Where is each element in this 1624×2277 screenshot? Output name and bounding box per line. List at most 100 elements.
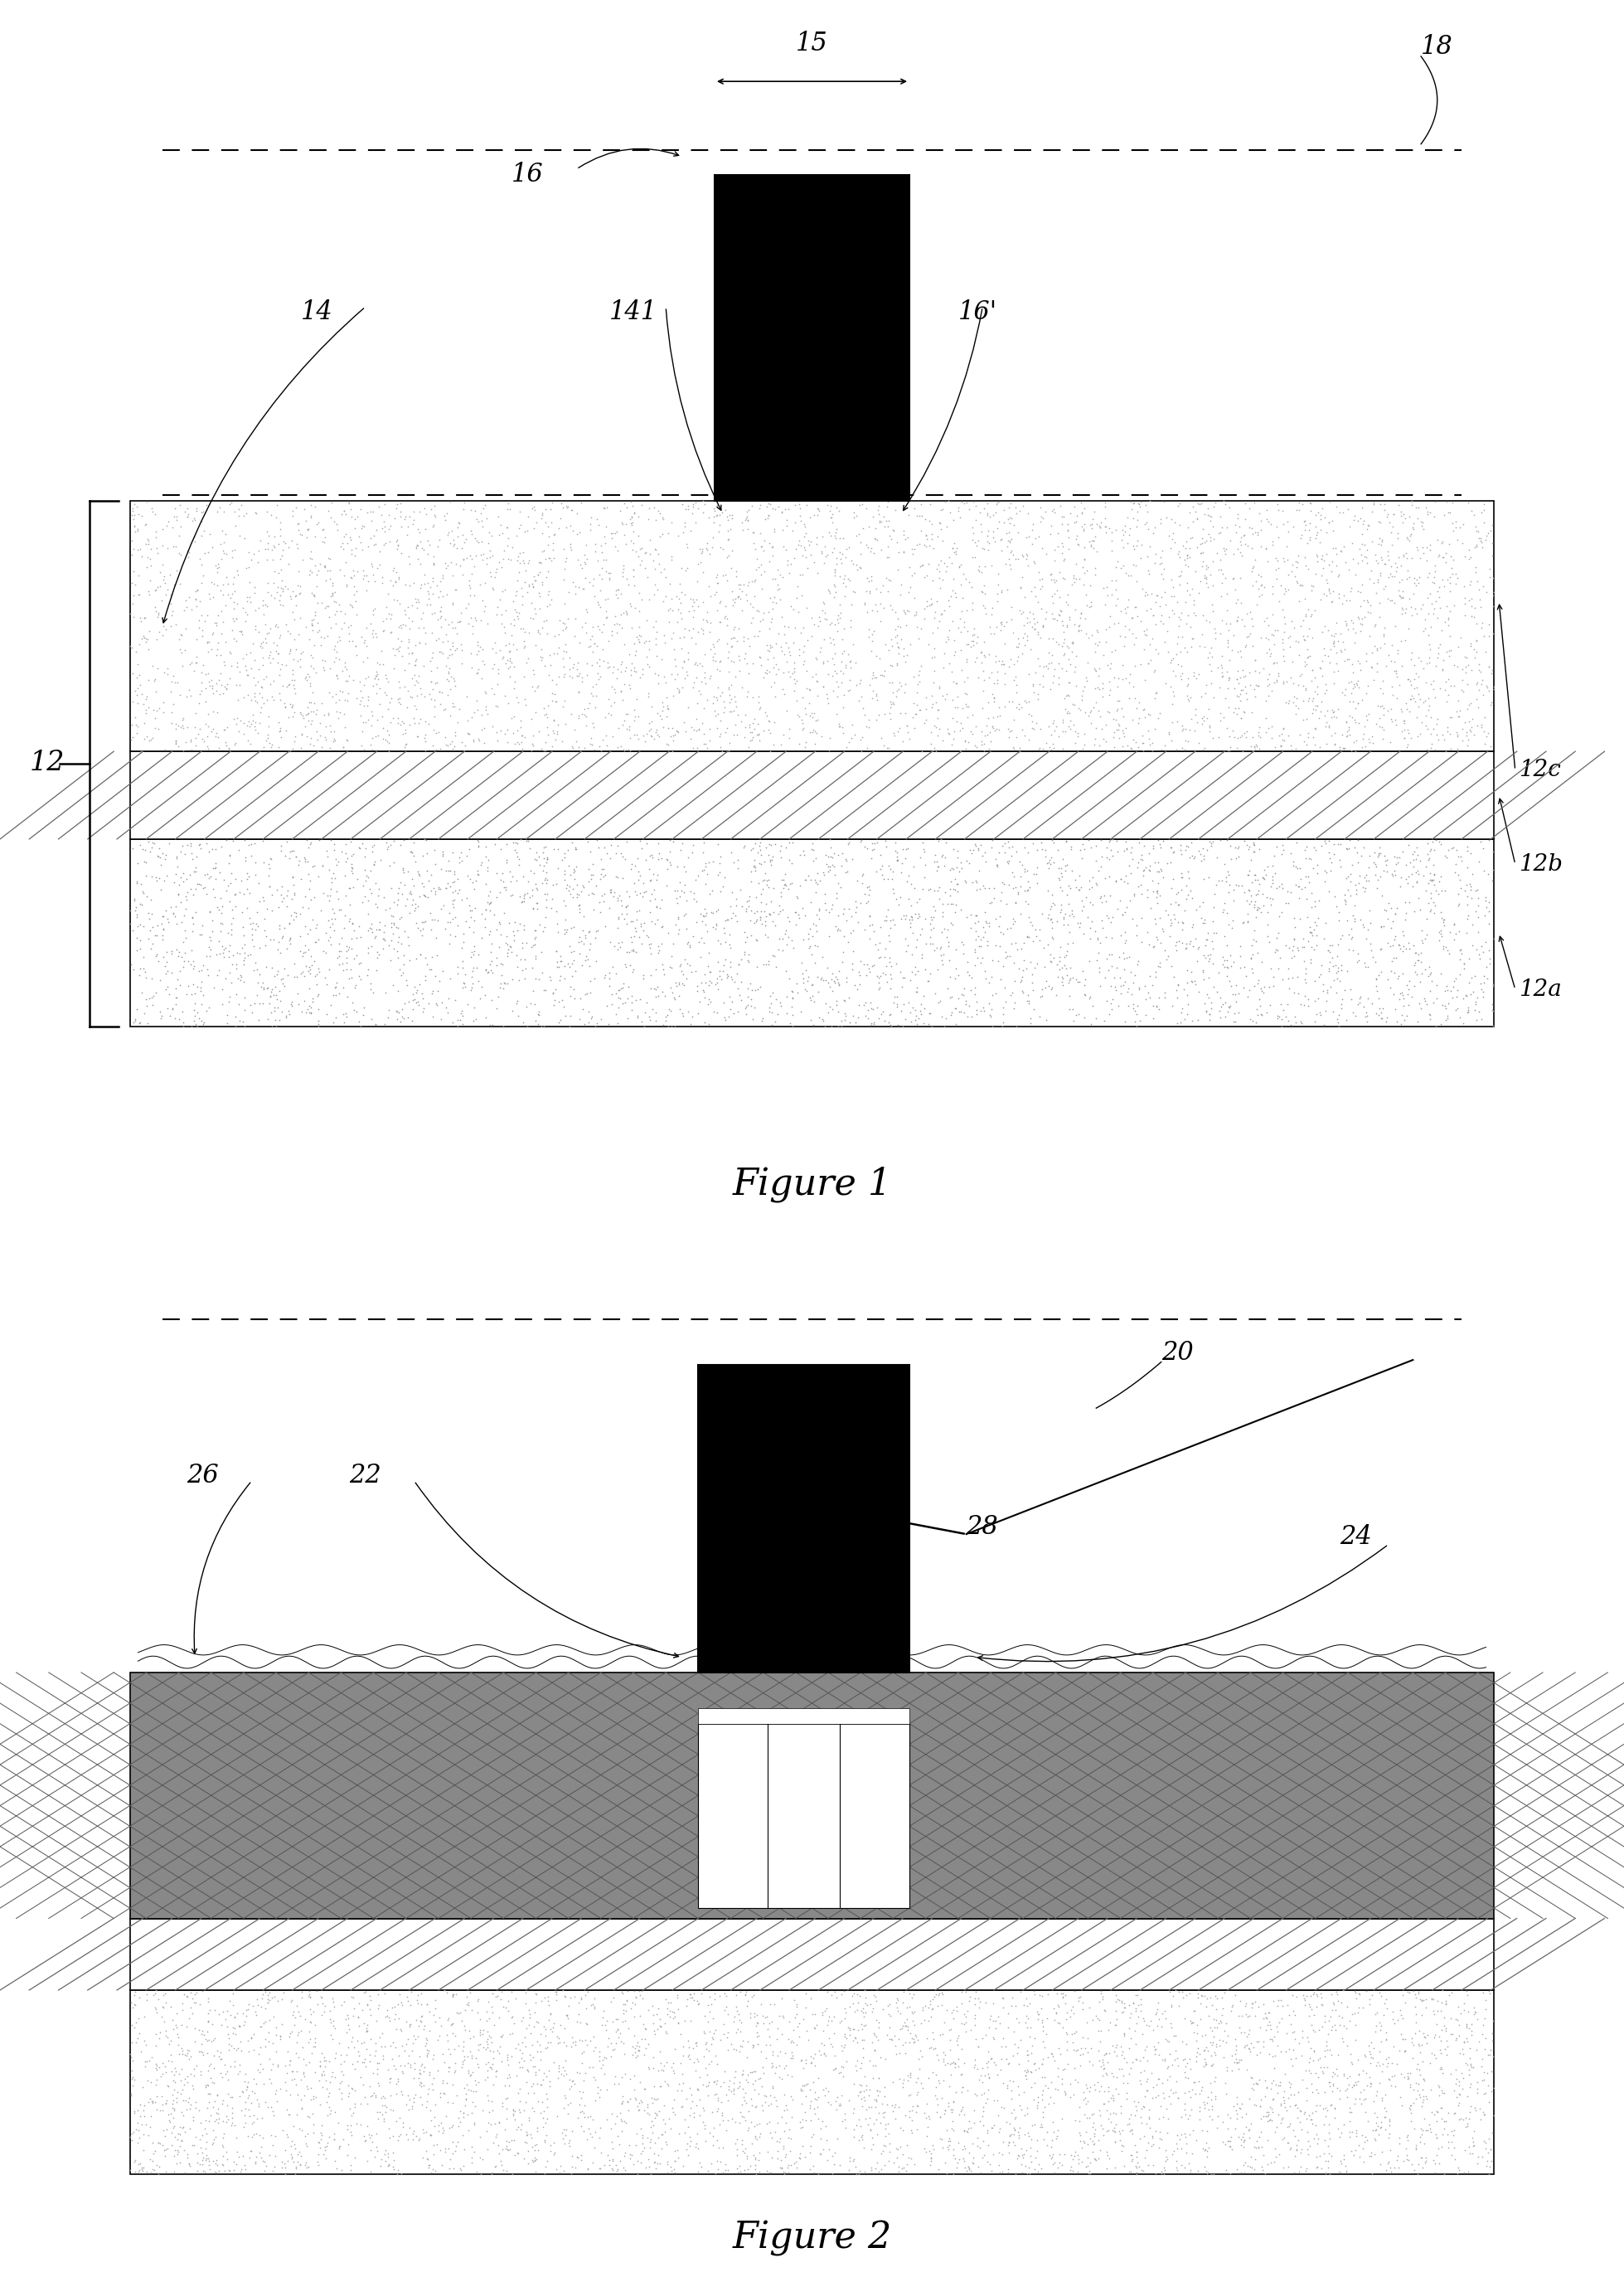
Point [419,1000,445,1036]
Point [905,688,931,724]
Point [232,2063,258,2099]
Point [1060,2138,1086,2175]
Point [1000,2118,1026,2154]
Point [924,852,950,888]
Point [296,954,322,990]
Point [836,528,862,565]
Point [1426,537,1452,574]
Point [166,729,192,765]
Point [1228,938,1254,975]
Point [1109,2111,1135,2147]
Point [412,733,438,770]
Point [1431,642,1457,679]
Point [1434,562,1460,599]
Point [1155,2049,1181,2086]
Point [149,997,175,1034]
Point [195,708,221,745]
Point [767,1853,793,1890]
Point [966,929,992,965]
Point [276,667,302,704]
Point [1199,2156,1224,2193]
Point [279,574,305,610]
Point [1007,963,1033,1000]
Point [296,701,322,738]
Point [757,842,783,879]
Point [1138,890,1164,927]
Point [391,913,417,950]
Point [705,2083,731,2120]
Point [523,2054,549,2090]
Point [857,1787,883,1824]
Point [489,597,515,633]
Point [637,863,663,899]
Point [1147,877,1173,913]
Point [559,2068,585,2104]
Point [419,597,445,633]
Point [179,644,205,681]
Point [914,2061,940,2097]
Point [1127,487,1153,524]
Point [848,2068,874,2104]
Point [451,540,477,576]
Point [226,2054,252,2090]
Point [437,2049,463,2086]
Point [984,665,1010,701]
Point [1189,706,1215,742]
Point [1377,970,1403,1006]
Point [637,997,663,1034]
Point [1090,665,1116,701]
Point [234,1997,260,2033]
Point [825,1749,851,1785]
Point [570,2022,596,2058]
Point [791,1808,817,1844]
Point [287,635,313,672]
Point [702,503,728,540]
Point [1453,2020,1479,2056]
Point [1270,1988,1296,2024]
Point [867,852,893,888]
Point [607,672,633,708]
Point [294,2047,320,2083]
Point [843,2109,869,2145]
Point [1403,567,1429,603]
Point [747,836,773,872]
Point [869,856,895,893]
Point [520,2065,546,2102]
Point [1013,2008,1039,2045]
Point [1374,842,1400,879]
Point [180,519,206,556]
Point [624,877,650,913]
Point [184,492,209,528]
Point [619,647,645,683]
Point [1034,2070,1060,2106]
Point [419,640,445,676]
Point [242,704,268,740]
Point [421,902,447,938]
Point [1239,553,1265,590]
Point [1260,1983,1286,2020]
Point [976,526,1002,562]
Point [1259,635,1285,672]
Point [1343,865,1369,902]
Point [619,924,645,961]
Point [1069,494,1095,531]
Point [734,644,760,681]
Point [1228,601,1254,638]
Point [1367,556,1393,592]
Point [388,1004,414,1041]
Point [529,631,555,667]
Point [172,633,198,669]
Point [664,713,690,749]
Point [749,601,775,638]
Point [1427,858,1453,895]
Point [996,824,1021,861]
Point [684,2024,710,2061]
Point [607,2024,633,2061]
Point [854,945,880,981]
Point [195,1995,221,2031]
Point [1208,499,1234,535]
Point [789,945,815,981]
Point [841,717,867,754]
Point [455,1988,481,2024]
Point [401,2079,427,2115]
